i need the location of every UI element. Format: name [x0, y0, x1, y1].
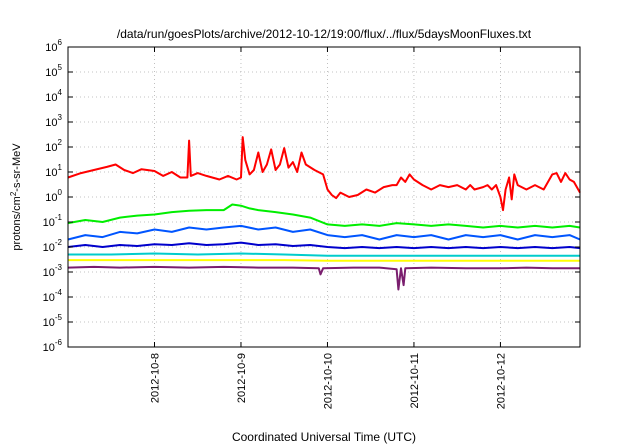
y-tick-base: 10 [45, 167, 57, 179]
series-line-6 [68, 259, 580, 262]
y-axis-label-base: protons/cm [11, 196, 23, 250]
y-tick-exponent: -4 [55, 288, 63, 297]
y-tick-exponent: 0 [58, 188, 63, 197]
y-tick-exponent: -2 [55, 238, 63, 247]
chart-title: /data/run/goesPlots/archive/2012-10-12/1… [117, 27, 532, 41]
y-tick-exponent: 2 [58, 138, 63, 147]
y-tick-label: 104 [45, 88, 62, 104]
series-line-1 [67, 136, 581, 212]
y-tick-exponent: -1 [55, 213, 63, 222]
y-tick-base: 10 [43, 342, 55, 354]
y-tick-label: 10-2 [43, 238, 63, 254]
y-tick-base: 10 [43, 217, 55, 229]
y-tick-label: 105 [45, 63, 62, 79]
y-tick-label: 102 [45, 138, 62, 154]
x-tick-label: 2012-10-8 [149, 353, 161, 403]
y-tick-base: 10 [43, 267, 55, 279]
y-tick-base: 10 [45, 192, 57, 204]
y-axis-label-sup: 2 [9, 191, 18, 196]
y-tick-base: 10 [45, 67, 57, 79]
series-line-3 [67, 224, 581, 241]
y-tick-base: 10 [43, 242, 55, 254]
y-tick-base: 10 [43, 317, 55, 329]
series-line-5 [68, 252, 580, 257]
y-tick-label: 10-5 [43, 313, 63, 329]
y-tick-base: 10 [45, 92, 57, 104]
series-line-2 [67, 203, 581, 229]
x-tick-label: 2012-10-12 [495, 353, 507, 409]
y-tick-exponent: 1 [58, 163, 63, 172]
x-tick-label: 2012-10-11 [409, 353, 421, 408]
y-tick-label: 100 [45, 188, 62, 204]
y-tick-label: 10-3 [43, 263, 63, 279]
series-line-4 [67, 241, 581, 250]
x-tick-label: 2012-10-9 [236, 353, 248, 403]
x-axis-label: Coordinated Universal Time (UTC) [232, 430, 416, 444]
y-tick-label: 10-1 [43, 213, 63, 229]
y-tick-exponent: 4 [58, 88, 63, 97]
y-tick-label: 103 [45, 113, 62, 129]
y-tick-label: 101 [45, 163, 62, 179]
y-tick-base: 10 [45, 117, 57, 129]
x-tick-label: 2012-10-10 [322, 353, 334, 409]
y-tick-base: 10 [45, 42, 57, 54]
y-tick-label: 10-6 [43, 338, 63, 354]
y-tick-base: 10 [45, 142, 57, 154]
y-tick-exponent: -6 [55, 338, 63, 347]
grid [68, 47, 580, 347]
y-tick-exponent: -5 [55, 313, 63, 322]
y-tick-exponent: -3 [55, 263, 63, 272]
series-layer [67, 136, 581, 291]
y-tick-label: 106 [45, 38, 62, 54]
y-axis: 10-610-510-410-310-210-11001011021031041… [43, 38, 580, 354]
y-tick-exponent: 3 [58, 113, 63, 122]
x-axis: 2012-10-8 2012-10-9 2012-10-10 2012-10-11 20… [149, 47, 507, 409]
y-axis-label-rest: -s-sr-MeV [11, 143, 23, 192]
y-tick-label: 10-4 [43, 288, 63, 304]
y-tick-exponent: 6 [58, 38, 63, 47]
series-line-7 [67, 265, 580, 291]
y-tick-base: 10 [43, 292, 55, 304]
y-tick-exponent: 5 [58, 63, 63, 72]
y-axis-label: protons/cm2-s-sr-MeV [9, 143, 23, 251]
